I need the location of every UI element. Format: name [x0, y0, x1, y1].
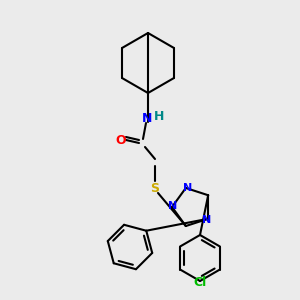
- Text: H: H: [154, 110, 164, 124]
- Text: N: N: [168, 201, 178, 211]
- Text: Cl: Cl: [194, 275, 207, 289]
- Text: N: N: [202, 215, 211, 225]
- Text: O: O: [116, 134, 126, 146]
- Text: N: N: [142, 112, 152, 124]
- Text: S: S: [151, 182, 160, 194]
- Text: N: N: [183, 183, 192, 193]
